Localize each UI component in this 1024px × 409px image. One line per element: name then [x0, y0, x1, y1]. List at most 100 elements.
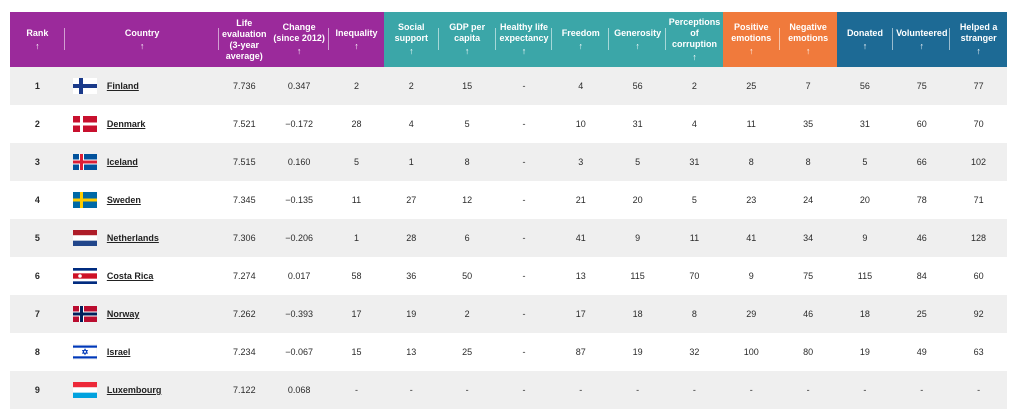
costa-rica-flag-icon — [72, 268, 97, 284]
change-cell: 0.160 — [287, 157, 311, 167]
column-header-change[interactable]: Change (since 2012) ↑ — [269, 12, 330, 67]
country-link[interactable]: Denmark — [106, 119, 146, 129]
change-cell: −0.067 — [285, 347, 314, 357]
healthy-life-cell: - — [522, 309, 526, 319]
social-support-cell: - — [409, 385, 413, 395]
volunteered-cell: - — [920, 385, 924, 395]
positive-emotions-cell: 9 — [748, 271, 754, 281]
volunteered-cell: 75 — [916, 81, 927, 91]
column-header-freedom[interactable]: Freedom ↑ — [552, 12, 610, 67]
helped-stranger-cell: 77 — [973, 81, 984, 91]
change-cell: 0.017 — [287, 271, 311, 281]
column-header-rank[interactable]: Rank ↑ — [10, 12, 65, 67]
column-header-donated[interactable]: Donated ↑ — [836, 12, 894, 67]
positive-emotions-cell: 100 — [743, 347, 759, 357]
table-row: 7 Norway 7.262 −0.393 17 19 2 - 17 18 8 … — [10, 295, 1007, 333]
volunteered-cell: 49 — [916, 347, 927, 357]
table-row: 5 Netherlands 7.306 −0.206 1 28 6 - 41 9… — [10, 219, 1007, 257]
inequality-cell: 17 — [351, 309, 362, 319]
rank-cell: 1 — [34, 81, 40, 91]
helped-stranger-cell: 70 — [973, 119, 984, 129]
table-row: 2 Denmark 7.521 −0.172 28 4 5 - 10 31 4 … — [10, 105, 1007, 143]
positive-emotions-cell: 11 — [746, 119, 756, 129]
donated-cell: 9 — [862, 233, 868, 243]
sweden-flag-icon — [72, 192, 97, 208]
sort-arrow-icon: ↑ — [464, 46, 470, 56]
iceland-flag-icon — [72, 154, 97, 170]
healthy-life-cell: - — [522, 347, 526, 357]
helped-stranger-cell: 128 — [971, 233, 987, 243]
column-header-inequality[interactable]: Inequality ↑ — [329, 12, 384, 67]
change-cell: −0.172 — [285, 119, 314, 129]
social-support-cell: 27 — [406, 195, 417, 205]
country-link[interactable]: Sweden — [106, 195, 141, 205]
corruption-cell: 32 — [689, 347, 700, 357]
corruption-cell: 70 — [689, 271, 700, 281]
column-header-volunteered[interactable]: Volunteered ↑ — [893, 12, 951, 67]
header-label: Volunteered — [896, 27, 948, 38]
header-label: GDP per capita — [449, 22, 486, 43]
gdp-cell: 8 — [464, 157, 470, 167]
country-link[interactable]: Iceland — [106, 157, 138, 167]
country-link[interactable]: Norway — [106, 309, 140, 319]
column-header-negative-emotions[interactable]: Negative emotions ↑ — [779, 12, 837, 67]
country-link[interactable]: Finland — [106, 81, 139, 91]
sort-arrow-icon: ↑ — [578, 40, 584, 51]
country-link[interactable]: Costa Rica — [106, 271, 154, 281]
column-header-helped-stranger[interactable]: Helped a stranger ↑ — [950, 12, 1008, 67]
country-link[interactable]: Luxembourg — [106, 385, 162, 395]
negative-emotions-cell: 75 — [803, 271, 814, 281]
sort-arrow-icon: ↑ — [862, 40, 868, 51]
generosity-cell: 18 — [632, 309, 643, 319]
inequality-cell: 2 — [353, 81, 359, 91]
healthy-life-cell: - — [522, 81, 526, 91]
social-support-cell: 19 — [406, 309, 417, 319]
rank-cell: 3 — [34, 157, 40, 167]
donated-cell: 115 — [857, 271, 873, 281]
sort-arrow-icon: ↑ — [139, 40, 145, 51]
header-label: Inequality — [335, 27, 378, 38]
column-header-generosity[interactable]: Generosity ↑ — [609, 12, 667, 67]
inequality-cell: 28 — [351, 119, 362, 129]
change-cell: −0.135 — [285, 195, 314, 205]
country-cell: Finland — [65, 67, 220, 105]
column-header-healthy-life[interactable]: Healthy life expectancy ↑ — [495, 12, 553, 67]
healthy-life-cell: - — [522, 385, 526, 395]
inequality-cell: 15 — [351, 347, 362, 357]
column-header-social-support[interactable]: Social support ↑ — [383, 12, 439, 67]
column-header-gdp[interactable]: GDP per capita ↑ — [438, 12, 496, 67]
donated-cell: - — [863, 385, 867, 395]
gdp-cell: 5 — [464, 119, 470, 129]
negative-emotions-cell: 46 — [803, 309, 814, 319]
table-row: 4 Sweden 7.345 −0.135 11 27 12 - 21 20 5… — [10, 181, 1007, 219]
rank-cell: 7 — [34, 309, 40, 319]
freedom-cell: - — [579, 385, 583, 395]
positive-emotions-cell: - — [749, 385, 753, 395]
social-support-cell: 28 — [406, 233, 417, 243]
donated-cell: 19 — [859, 347, 870, 357]
sort-arrow-icon: ↑ — [409, 46, 414, 56]
freedom-cell: 41 — [575, 233, 586, 243]
column-header-life-evaluation[interactable]: Life evaluation (3-year average) — [219, 12, 270, 67]
header-label: Healthy life expectancy — [499, 22, 549, 43]
life-evaluation-cell: 7.122 — [233, 385, 256, 395]
gdp-cell: 15 — [462, 81, 473, 91]
column-header-corruption[interactable]: Perceptions of corruption ↑ — [666, 12, 723, 67]
corruption-cell: 31 — [689, 157, 700, 167]
healthy-life-cell: - — [522, 233, 526, 243]
sort-arrow-icon: ↑ — [635, 40, 640, 51]
country-link[interactable]: Israel — [106, 347, 131, 357]
donated-cell: 20 — [859, 195, 870, 205]
negative-emotions-cell: 7 — [805, 81, 811, 91]
gdp-cell: - — [465, 385, 469, 395]
sort-arrow-icon: ↑ — [919, 40, 925, 51]
helped-stranger-cell: - — [977, 385, 981, 395]
column-header-country[interactable]: Country ↑ — [64, 12, 220, 67]
country-link[interactable]: Netherlands — [106, 233, 159, 243]
change-cell: 0.068 — [287, 385, 311, 395]
column-header-positive-emotions[interactable]: Positive emotions ↑ — [722, 12, 780, 67]
header-label: Social support — [394, 22, 429, 43]
positive-emotions-cell: 8 — [748, 157, 754, 167]
rank-cell: 5 — [34, 233, 40, 243]
